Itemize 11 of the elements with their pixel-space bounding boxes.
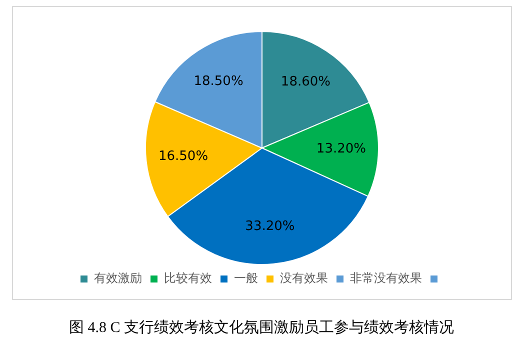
legend-label: 比较有效 xyxy=(164,271,212,286)
data-label: 33.20% xyxy=(245,219,295,234)
data-label: 18.60% xyxy=(280,74,330,90)
legend-label: 有效激励 xyxy=(94,271,142,286)
data-label: 13.20% xyxy=(316,141,366,156)
caption: 图 4.8 C 支行绩效考核文化氛围激励员工参与绩效考核情况 xyxy=(68,318,455,337)
legend-label: 一般 xyxy=(234,271,258,286)
legend-label: 非常没有效果 xyxy=(350,271,422,286)
data-label: 16.50% xyxy=(158,149,208,164)
legend-label: 没有效果 xyxy=(280,271,328,286)
data-label: 18.50% xyxy=(194,74,244,90)
